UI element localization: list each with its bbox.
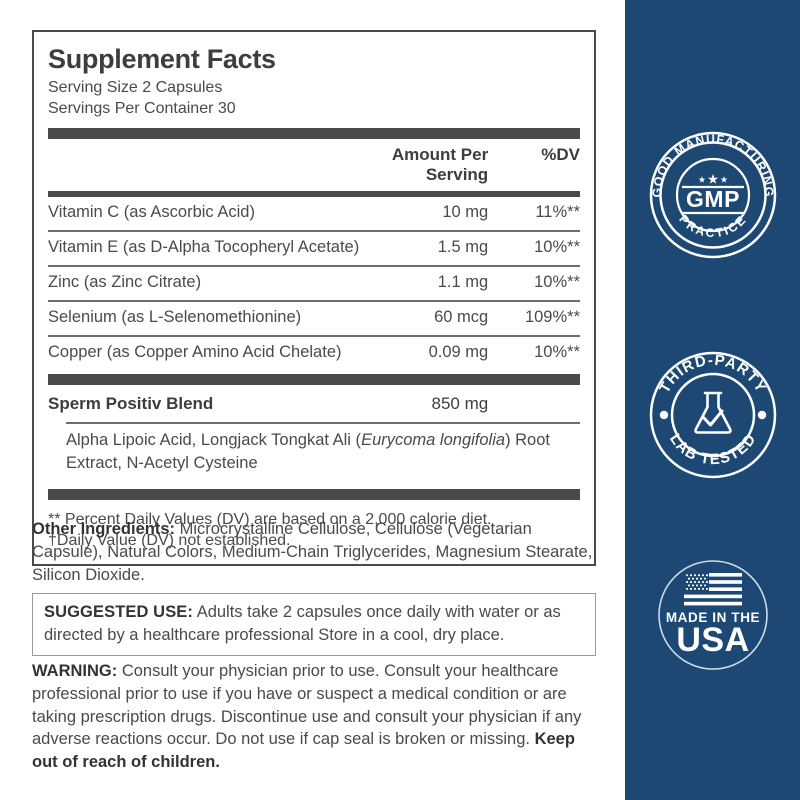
svg-text:LAB TESTED: LAB TESTED (666, 431, 760, 469)
row-divider (48, 334, 580, 337)
nutrient-amount: 10 mg (442, 203, 489, 222)
label-content-column: Supplement Facts Serving Size 2 Capsules… (32, 30, 600, 774)
nutrient-name: Zinc (as Zinc Citrate) (48, 273, 202, 292)
table-row: Zinc (as Zinc Citrate) 1.1 mg 10%** (48, 267, 580, 300)
blend-dv (500, 385, 580, 422)
table-row: Vitamin E (as D-Alpha Tocopheryl Acetate… (48, 232, 580, 265)
supplement-facts-title: Supplement Facts (48, 44, 276, 74)
other-ingredients-label: Other Ingredients: (32, 520, 176, 538)
made-in-usa-seal-icon: MADE IN THE USA (643, 545, 783, 685)
header-blank (48, 139, 378, 191)
table-header-row: Amount Per Serving %DV (48, 139, 580, 191)
table-row: Vitamin C (as Ascorbic Acid) 10 mg 11%** (48, 197, 580, 230)
suggested-use-label: SUGGESTED USE: (44, 603, 194, 621)
blend-separator-bar (48, 374, 580, 386)
other-ingredients-text: Microcrystalline Cellulose, Cellulose (V… (32, 520, 593, 584)
warning-text: Consult your physician prior to use. Con… (32, 662, 582, 749)
right-dot-icon (757, 410, 766, 420)
footnote-separator-bar (48, 488, 580, 500)
footnote-dv-not-established: †Daily Value (DV) not established. (48, 532, 291, 550)
footnote-percent-dv: ** Percent Daily Values (DV) are based o… (48, 510, 492, 528)
servings-per-container-text: Servings Per Container 30 (48, 100, 236, 118)
flask-with-check-icon (693, 391, 732, 434)
nutrient-name: Vitamin E (as D-Alpha Tocopheryl Acetate… (48, 238, 360, 257)
nutrient-amount: 0.09 mg (428, 342, 489, 361)
stars-group (698, 174, 727, 184)
nutrient-dv: 11%** (535, 203, 580, 222)
rule-under-header (48, 191, 580, 198)
table-row: Selenium (as L-Selenomethionine) 60 mcg … (48, 302, 580, 335)
svg-text:PRACTICE: PRACTICE (676, 212, 749, 240)
footnotes-block: ** Percent Daily Values (DV) are based o… (48, 500, 580, 552)
blend-table: Sperm Positiv Blend 850 mg (48, 385, 580, 422)
row-divider (48, 230, 580, 233)
blend-ingredients-post: ) Root Extract, N-Acetyl Cysteine (66, 431, 550, 472)
blend-ingredients: Alpha Lipoic Acid, Longjack Tongkat Ali … (48, 424, 580, 479)
blend-name: Sperm Positiv Blend (48, 394, 214, 414)
us-flag-icon (683, 573, 742, 606)
other-ingredients-block: Other Ingredients: Microcrystalline Cell… (32, 518, 600, 586)
header-top-bar (48, 128, 580, 140)
nutrient-name: Vitamin C (as Ascorbic Acid) (48, 203, 255, 222)
header-amount-per-serving: Amount Per Serving (391, 145, 489, 185)
thin-rule (48, 299, 580, 302)
svg-text:GMP: GMP (686, 186, 740, 212)
row-divider (48, 299, 580, 302)
nutrient-dv: 109%** (524, 307, 580, 326)
nutrition-table: Amount Per Serving %DV Vitamin C (as Asc… (48, 139, 580, 369)
blend-sub-rule (66, 422, 580, 425)
nutrient-amount: 1.5 mg (437, 238, 489, 257)
blend-amount: 850 mg (431, 394, 489, 414)
supplement-facts-panel: Supplement Facts Serving Size 2 Capsules… (32, 30, 596, 566)
nutrient-amount: 60 mcg (434, 307, 489, 326)
blend-ingredients-pre: Alpha Lipoic Acid, Longjack Tongkat Ali … (66, 431, 362, 450)
nutrient-dv: 10%** (534, 238, 580, 257)
table-row: Copper (as Copper Amino Acid Chelate) 0.… (48, 337, 580, 370)
usa-text: USA (676, 621, 749, 659)
left-dot-icon (659, 410, 668, 420)
warning-block: WARNING: Consult your physician prior to… (32, 660, 600, 774)
suggested-use-text: Adults take 2 capsules once daily with w… (44, 603, 561, 644)
nutrient-amount: 1.1 mg (437, 273, 489, 292)
blend-ingredients-latin-name: Eurycoma longifolia (361, 431, 506, 450)
gmp-seal-icon: GOOD MANUFACTURING PRACTICE GMP (643, 125, 783, 265)
strong-rule (48, 191, 580, 198)
warning-emphasis: Keep out of reach of children. (32, 730, 575, 772)
warning-label: WARNING: (32, 662, 118, 680)
certification-badges-rail: GOOD MANUFACTURING PRACTICE GMP (625, 0, 800, 800)
blend-row: Sperm Positiv Blend 850 mg (48, 385, 580, 422)
nutrient-dv: 10%** (534, 342, 580, 361)
nutrient-dv: 10%** (534, 273, 580, 292)
thin-rule (48, 265, 580, 268)
suggested-use-box: SUGGESTED USE: Adults take 2 capsules on… (32, 593, 596, 656)
nutrient-name: Selenium (as L-Selenomethionine) (48, 307, 302, 326)
made-in-the-text: MADE IN THE (665, 610, 759, 625)
thin-rule (48, 230, 580, 233)
row-divider (48, 265, 580, 268)
serving-size-text: Serving Size 2 Capsules (48, 79, 223, 97)
third-party-lab-tested-seal-icon: THIRD-PARTY LAB TESTED (643, 345, 783, 485)
thin-rule (48, 334, 580, 337)
nutrient-name: Copper (as Copper Amino Acid Chelate) (48, 342, 342, 361)
header-percent-dv: %DV (541, 145, 580, 165)
